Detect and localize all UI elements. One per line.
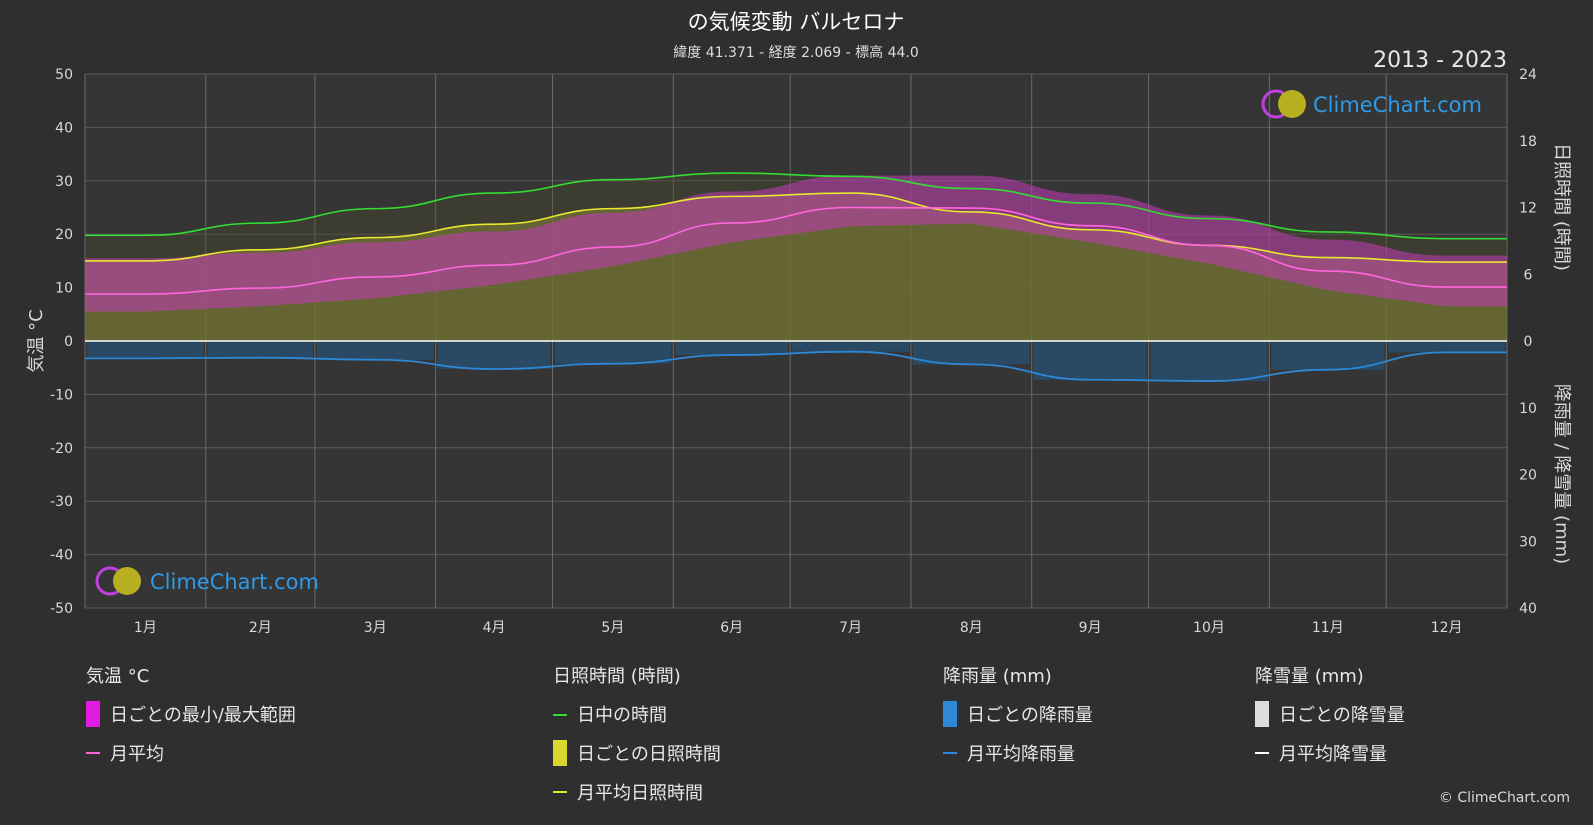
right-tick-label: 0	[1524, 334, 1533, 350]
logo-text: ClimeChart.com	[150, 570, 319, 594]
left-tick-label: -20	[50, 441, 73, 457]
rain-bar	[1033, 341, 1147, 380]
right-axis-ticks: 24 18 12 6 0 10 20 30 40	[1519, 67, 1537, 617]
month-label: 11月	[1312, 620, 1344, 636]
series-lines	[85, 172, 1507, 382]
temperature-band	[85, 175, 1507, 312]
rain-bar	[87, 341, 204, 359]
month-label: 12月	[1431, 620, 1463, 636]
month-label: 7月	[839, 620, 862, 636]
legend-label: 月平均	[110, 744, 164, 765]
daylight-line	[85, 172, 1507, 240]
legend-label: 月平均降雨量	[967, 744, 1075, 765]
month-label: 9月	[1079, 620, 1102, 636]
month-label: 5月	[601, 620, 624, 636]
legend-group-temperature: 気温 °C 日ごとの最小/最大範囲 月平均	[86, 666, 296, 765]
month-label: 1月	[134, 620, 157, 636]
left-tick-label: 30	[55, 174, 73, 190]
month-label: 3月	[364, 620, 387, 636]
legend-heading: 気温 °C	[86, 666, 149, 687]
legend-swatch-rain	[943, 701, 957, 727]
legend-heading: 降雪量 (mm)	[1255, 666, 1364, 687]
rain-bar	[554, 341, 672, 364]
left-tick-label: -30	[50, 494, 73, 510]
month-ticks: 1月 2月 3月 4月 5月 6月 7月 8月 9月 10月 11月 12月	[134, 620, 1463, 636]
chart-subtitle: 緯度 41.371 - 経度 2.069 - 標高 44.0	[673, 44, 919, 61]
legend-swatch-sunshine	[553, 740, 567, 766]
rain-bar	[1150, 341, 1268, 382]
rain-bar	[792, 341, 909, 352]
copyright: © ClimeChart.com	[1439, 790, 1570, 806]
temp-range-band	[85, 175, 1507, 312]
legend-label: 月平均日照時間	[577, 783, 703, 804]
legend-label: 日ごとの降雪量	[1279, 705, 1405, 726]
legend-group-sunshine: 日照時間 (時間) 日中の時間 日ごとの日照時間 月平均日照時間	[553, 666, 721, 804]
logo-text: ClimeChart.com	[1313, 93, 1482, 117]
logo-bottom: ClimeChart.com	[95, 566, 319, 596]
left-axis-ticks: 50 40 30 20 10 0 -10 -20 -30 -40 -50	[50, 67, 73, 617]
month-label: 2月	[249, 620, 272, 636]
legend: 気温 °C 日ごとの最小/最大範囲 月平均 日照時間 (時間) 日中の時間 日ご…	[86, 666, 1405, 804]
rain-bar	[1388, 341, 1505, 353]
sunshine-mean-line	[85, 192, 1507, 263]
temp-mean-line	[85, 206, 1507, 295]
legend-heading: 日照時間 (時間)	[553, 666, 681, 687]
rain-mean-line	[85, 350, 1507, 382]
legend-group-rain: 降雨量 (mm) 日ごとの降雨量 月平均降雨量	[943, 666, 1093, 765]
left-tick-label: -50	[50, 601, 73, 617]
rain-bars	[87, 341, 1505, 382]
month-label: 4月	[483, 620, 506, 636]
left-tick-label: 0	[64, 334, 73, 350]
right-tick-label: 18	[1519, 134, 1537, 150]
right-tick-label: 40	[1519, 601, 1537, 617]
month-label: 10月	[1193, 620, 1225, 636]
legend-swatch-snow	[1255, 701, 1269, 727]
right-axis-bottom-label: 降雨量 / 降雪量 (mm)	[1551, 384, 1572, 564]
period-label: 2013 - 2023	[1373, 48, 1507, 73]
rain-bar	[912, 341, 1030, 365]
left-tick-label: -10	[50, 387, 73, 403]
right-tick-label: 20	[1519, 468, 1537, 484]
left-tick-label: 20	[55, 227, 73, 243]
rain-bar	[207, 341, 313, 358]
right-tick-label: 30	[1519, 534, 1537, 550]
legend-label: 日中の時間	[577, 705, 667, 726]
left-tick-label: -40	[50, 548, 73, 564]
right-axis-top-label: 日照時間 (時間)	[1551, 143, 1572, 271]
right-tick-label: 24	[1519, 67, 1537, 83]
right-tick-label: 12	[1519, 201, 1537, 217]
right-tick-label: 6	[1524, 267, 1533, 283]
right-tick-label: 10	[1519, 401, 1537, 417]
legend-label: 日ごとの最小/最大範囲	[110, 705, 296, 726]
month-label: 8月	[960, 620, 983, 636]
legend-label: 月平均降雪量	[1279, 744, 1387, 765]
left-tick-label: 50	[55, 67, 73, 83]
rain-bar	[316, 341, 434, 360]
legend-label: 日ごとの日照時間	[577, 744, 721, 765]
chart-title: の気候変動 バルセロナ	[688, 10, 905, 34]
left-tick-label: 10	[55, 281, 73, 297]
rain-bar	[675, 341, 789, 356]
rain-bar	[437, 341, 551, 370]
legend-group-snow: 降雪量 (mm) 日ごとの降雪量 月平均降雪量	[1255, 666, 1405, 765]
left-tick-label: 40	[55, 120, 73, 136]
legend-label: 日ごとの降雨量	[967, 705, 1093, 726]
logo-sun-icon	[1278, 90, 1306, 118]
plot-area	[84, 73, 1508, 609]
logo-top: ClimeChart.com	[1261, 89, 1482, 119]
logo-sun-icon	[113, 567, 141, 595]
rain-bar	[1271, 341, 1385, 370]
legend-swatch-temp-range	[86, 701, 100, 727]
legend-heading: 降雨量 (mm)	[943, 666, 1052, 687]
month-label: 6月	[720, 620, 743, 636]
left-axis-label: 気温 °C	[26, 309, 47, 372]
